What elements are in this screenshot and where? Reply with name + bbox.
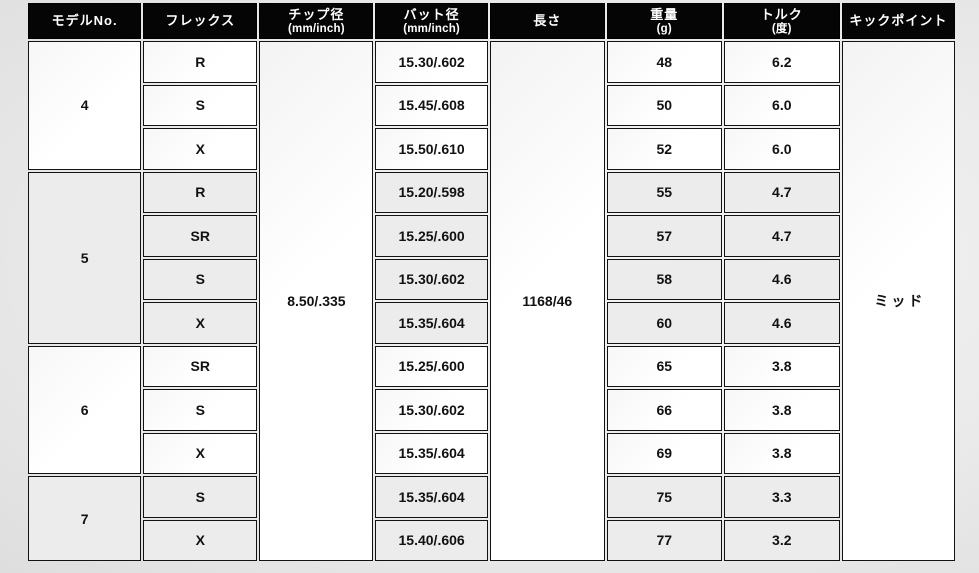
- spec-table-body: 4 R 8.50/.335 15.30/.602 1168/46 48 6.2 …: [28, 41, 955, 561]
- cell-flex: R: [143, 41, 258, 83]
- col-header-weight: 重量 (g): [606, 3, 722, 39]
- table-row: S 15.45/.608 50 6.0: [28, 84, 955, 126]
- col-header-label: バット径: [403, 6, 460, 22]
- cell-weight: 66: [606, 389, 722, 431]
- cell-flex: S: [143, 389, 258, 431]
- col-header-length: 長さ: [489, 3, 605, 39]
- cell-weight: 58: [606, 258, 722, 300]
- cell-torque: 6.0: [723, 128, 840, 170]
- col-header-unit: (mm/inch): [403, 22, 460, 35]
- cell-flex: R: [143, 171, 258, 213]
- cell-torque: 3.8: [723, 389, 840, 431]
- cell-butt-diameter: 15.35/.604: [375, 432, 488, 474]
- cell-weight: 60: [606, 302, 722, 344]
- col-header-unit: (mm/inch): [288, 22, 345, 35]
- table-row: 7 S 15.35/.604 75 3.3: [28, 476, 955, 561]
- cell-weight: 75: [606, 476, 722, 518]
- cell-flex: X: [143, 519, 258, 561]
- cell-butt-diameter: 15.20/.598: [375, 171, 488, 213]
- cell-flex: X: [143, 128, 258, 170]
- cell-weight: 57: [606, 215, 722, 257]
- cell-model-no: 6: [28, 345, 142, 474]
- col-header-tip-diameter: チップ径 (mm/inch): [259, 3, 374, 39]
- col-header-torque: トルク (度): [723, 3, 840, 39]
- cell-butt-diameter: 15.30/.602: [375, 258, 488, 300]
- cell-flex: SR: [143, 345, 258, 387]
- cell-butt-diameter: 15.25/.600: [375, 215, 488, 257]
- cell-weight: 77: [606, 519, 722, 561]
- spec-table: モデルNo. フレックス チップ径 (mm/inch) バット径 (mm/inch)…: [26, 1, 957, 563]
- cell-weight: 55: [606, 171, 722, 213]
- col-header-label: フレックス: [165, 12, 236, 28]
- cell-weight: 50: [606, 84, 722, 126]
- col-header-butt-diameter: バット径 (mm/inch): [375, 3, 488, 39]
- cell-flex: S: [143, 476, 258, 518]
- cell-butt-diameter: 15.50/.610: [375, 128, 488, 170]
- table-row: S 15.30/.602 66 3.8: [28, 389, 955, 431]
- cell-torque: 4.7: [723, 215, 840, 257]
- cell-flex: S: [143, 258, 258, 300]
- cell-tip-diameter: 8.50/.335: [259, 41, 374, 561]
- cell-model-no: 4: [28, 41, 142, 170]
- cell-model-no: 7: [28, 476, 142, 561]
- cell-torque: 3.8: [723, 432, 840, 474]
- cell-torque: 4.6: [723, 302, 840, 344]
- cell-weight: 65: [606, 345, 722, 387]
- cell-torque: 4.6: [723, 258, 840, 300]
- col-header-unit: (g): [656, 22, 672, 35]
- table-row: 5 R 15.20/.598 55 4.7: [28, 171, 955, 344]
- cell-torque: 3.8: [723, 345, 840, 387]
- cell-length: 1168/46: [489, 41, 605, 561]
- col-header-label: トルク: [760, 6, 803, 22]
- cell-torque: 3.3: [723, 476, 840, 518]
- table-row: 6 SR 15.25/.600 65 3.8: [28, 345, 955, 474]
- col-header-unit: (度): [771, 22, 792, 35]
- col-header-model-no: モデルNo.: [28, 3, 142, 39]
- col-header-label: モデルNo.: [51, 12, 118, 28]
- table-row: S 15.30/.602 58 4.6: [28, 258, 955, 300]
- spec-table-header: モデルNo. フレックス チップ径 (mm/inch) バット径 (mm/inch)…: [28, 3, 955, 39]
- cell-butt-diameter: 15.25/.600: [375, 345, 488, 387]
- cell-butt-diameter: 15.40/.606: [375, 519, 488, 561]
- table-row: X 15.35/.604 69 3.8: [28, 432, 955, 474]
- cell-flex: X: [143, 302, 258, 344]
- col-header-kick-point: キックポイント: [841, 3, 955, 39]
- cell-torque: 4.7: [723, 171, 840, 213]
- cell-weight: 52: [606, 128, 722, 170]
- cell-model-no: 5: [28, 171, 142, 344]
- table-row: 4 R 8.50/.335 15.30/.602 1168/46 48 6.2 …: [28, 41, 955, 561]
- cell-kick-point: ミッド: [841, 41, 955, 561]
- table-row: X 15.50/.610 52 6.0: [28, 128, 955, 170]
- col-header-label: チップ径: [288, 6, 345, 22]
- cell-butt-diameter: 15.35/.604: [375, 476, 488, 518]
- cell-flex: SR: [143, 215, 258, 257]
- cell-butt-diameter: 15.30/.602: [375, 41, 488, 83]
- col-header-label: 長さ: [533, 12, 562, 28]
- cell-butt-diameter: 15.45/.608: [375, 84, 488, 126]
- table-row: X 15.40/.606 77 3.2: [28, 519, 955, 561]
- cell-flex: S: [143, 84, 258, 126]
- cell-torque: 6.0: [723, 84, 840, 126]
- cell-butt-diameter: 15.35/.604: [375, 302, 488, 344]
- cell-torque: 3.2: [723, 519, 840, 561]
- table-row: X 15.35/.604 60 4.6: [28, 302, 955, 344]
- cell-weight: 69: [606, 432, 722, 474]
- cell-flex: X: [143, 432, 258, 474]
- cell-butt-diameter: 15.30/.602: [375, 389, 488, 431]
- cell-torque: 6.2: [723, 41, 840, 83]
- col-header-label: 重量: [650, 6, 679, 22]
- col-header-flex: フレックス: [143, 3, 258, 39]
- table-row: SR 15.25/.600 57 4.7: [28, 215, 955, 257]
- col-header-label: キックポイント: [849, 12, 948, 28]
- cell-weight: 48: [606, 41, 722, 83]
- header-row: モデルNo. フレックス チップ径 (mm/inch) バット径 (mm/inch)…: [28, 3, 955, 39]
